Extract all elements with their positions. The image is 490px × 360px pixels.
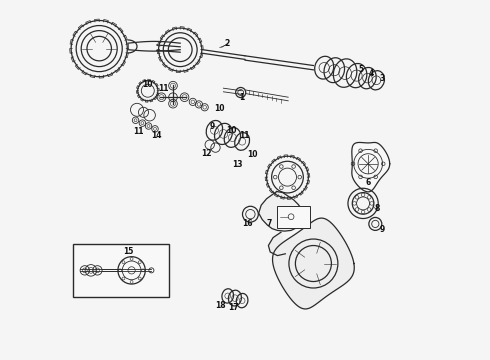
Text: 11: 11: [134, 127, 144, 136]
Bar: [73, 244, 170, 297]
Text: 17: 17: [228, 303, 239, 312]
Text: 12: 12: [201, 149, 211, 158]
Text: 3: 3: [380, 74, 385, 83]
Bar: [277, 206, 310, 228]
Text: 11: 11: [239, 131, 249, 140]
Polygon shape: [352, 143, 390, 192]
Text: 10: 10: [143, 80, 153, 89]
Text: 18: 18: [215, 302, 226, 310]
Text: 2: 2: [224, 39, 230, 48]
Text: 10: 10: [226, 126, 237, 135]
Text: 10: 10: [247, 150, 257, 159]
Text: 1: 1: [240, 94, 245, 103]
Text: 15: 15: [123, 247, 133, 256]
Text: 9: 9: [209, 122, 215, 131]
Text: 7: 7: [267, 220, 272, 229]
Text: 11: 11: [158, 85, 168, 94]
Polygon shape: [259, 192, 305, 231]
Text: 4: 4: [369, 69, 374, 78]
Text: 16: 16: [243, 220, 253, 229]
Text: 6: 6: [366, 179, 371, 188]
Polygon shape: [272, 218, 354, 309]
Text: 8: 8: [375, 204, 380, 213]
Text: 14: 14: [151, 131, 161, 140]
Text: 5: 5: [358, 66, 364, 75]
Polygon shape: [269, 232, 285, 256]
Text: 13: 13: [232, 161, 243, 170]
Text: 9: 9: [380, 225, 385, 234]
Text: 10: 10: [215, 104, 225, 113]
